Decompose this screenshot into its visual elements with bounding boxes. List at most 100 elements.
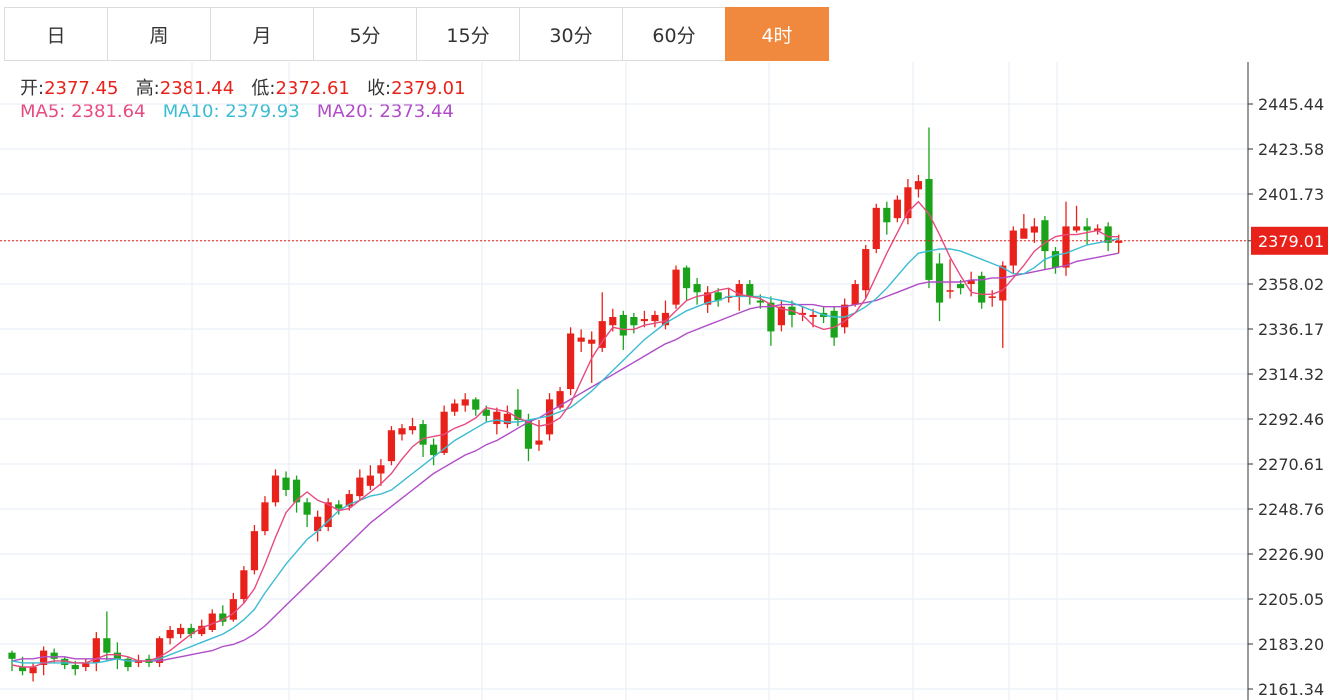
y-tick-label: 2445.44 xyxy=(1258,95,1324,114)
y-tick-label: 2248.76 xyxy=(1258,500,1324,519)
y-tick-label: 2336.17 xyxy=(1258,320,1324,339)
candle-body xyxy=(925,179,933,280)
candle-body xyxy=(18,667,27,672)
candle-body xyxy=(893,199,901,219)
candle-body xyxy=(1094,228,1102,231)
candle-body xyxy=(514,409,522,420)
candle-body xyxy=(735,284,743,297)
candle-body xyxy=(82,662,90,668)
tab-4[interactable]: 15分 xyxy=(416,7,520,61)
candle-body xyxy=(567,333,575,390)
candle-body xyxy=(124,658,132,668)
candle-body xyxy=(545,399,554,435)
tab-3[interactable]: 5分 xyxy=(313,7,417,61)
candle-body xyxy=(419,424,427,445)
ma-readout: MA5: 2381.64 MA10: 2379.93 MA20: 2373.44 xyxy=(20,101,454,122)
y-tick-label: 2270.61 xyxy=(1258,455,1324,474)
y-tick-label: 2226.90 xyxy=(1258,545,1324,564)
candle-body xyxy=(461,399,469,406)
candle-body xyxy=(187,627,195,635)
tab-6[interactable]: 60分 xyxy=(622,7,726,61)
candle-body xyxy=(619,314,627,336)
candle-body xyxy=(1009,230,1017,266)
y-tick-label: 2205.05 xyxy=(1258,590,1324,609)
candle-body xyxy=(598,321,606,348)
candle-body xyxy=(292,479,301,503)
open-value: 2377.45 xyxy=(44,78,119,99)
candle-body xyxy=(271,475,280,503)
y-tick-label: 2292.46 xyxy=(1258,410,1324,429)
candle-body xyxy=(387,430,396,462)
candle-body xyxy=(155,638,164,663)
candle-body xyxy=(1104,226,1112,243)
y-tick-label: 2401.73 xyxy=(1258,185,1324,204)
tab-5[interactable]: 30分 xyxy=(519,7,623,61)
last-price-tag xyxy=(1251,226,1328,255)
ma20-label: MA20: xyxy=(316,101,374,122)
ma5-line xyxy=(11,200,1119,668)
candle-body xyxy=(377,465,385,474)
candle-body xyxy=(408,426,417,431)
candle-body xyxy=(261,502,269,532)
tab-1[interactable]: 周 xyxy=(107,7,211,61)
candle-body xyxy=(756,300,764,303)
candle-body xyxy=(177,627,185,635)
y-tick-label: 2183.20 xyxy=(1258,635,1324,654)
candle-body xyxy=(693,284,701,293)
candle-body xyxy=(609,316,617,326)
candle-body xyxy=(1072,226,1081,231)
candle-body xyxy=(493,411,501,425)
candle-body xyxy=(640,319,648,322)
candle-body xyxy=(746,284,754,297)
low-value: 2372.61 xyxy=(275,78,350,99)
candle-body xyxy=(714,292,722,301)
candle-body xyxy=(50,652,58,659)
candle-body xyxy=(166,629,174,639)
candle-body xyxy=(40,650,48,665)
ma5-label: MA5: xyxy=(20,101,66,122)
candle-body xyxy=(71,664,79,670)
low-label: 低: xyxy=(251,78,276,99)
y-tick-label: 2161.34 xyxy=(1258,680,1324,699)
candle-body xyxy=(1041,220,1049,252)
candle-body xyxy=(777,306,786,326)
candle-body xyxy=(113,652,121,659)
candle-body xyxy=(524,419,533,449)
candle-body xyxy=(250,531,259,571)
open-label: 开: xyxy=(20,78,45,99)
y-tick-label: 2358.02 xyxy=(1258,275,1324,294)
last-price-label: 2379.01 xyxy=(1258,232,1324,251)
candle-body xyxy=(440,411,448,453)
candle-body xyxy=(967,279,975,285)
candle-body xyxy=(472,399,480,410)
ma10-value: 2379.93 xyxy=(225,101,300,122)
candle-body xyxy=(1115,240,1123,243)
tab-0[interactable]: 日 xyxy=(4,7,108,61)
candle-body xyxy=(356,477,364,497)
candle-body xyxy=(767,302,775,332)
candle-body xyxy=(219,613,227,622)
candle-body xyxy=(1020,228,1028,239)
candle-body xyxy=(978,275,986,303)
ma20-value: 2373.44 xyxy=(379,101,454,122)
y-tick-label: 2314.32 xyxy=(1258,365,1324,384)
candle-body xyxy=(935,263,944,303)
high-value: 2381.44 xyxy=(159,78,235,99)
high-label: 高: xyxy=(135,78,160,99)
candle-body xyxy=(29,667,37,674)
candle-body xyxy=(672,269,680,305)
candle-body xyxy=(830,310,838,338)
candle-body xyxy=(704,292,712,305)
candle-body xyxy=(335,504,343,509)
tab-7[interactable]: 4时 xyxy=(725,7,829,61)
candle-body xyxy=(535,440,543,445)
candle-body xyxy=(682,267,691,289)
candle-body xyxy=(1062,226,1070,268)
candle-body xyxy=(872,207,880,250)
candle-body xyxy=(92,638,100,663)
ma10-label: MA10: xyxy=(162,101,220,122)
candle-body xyxy=(103,638,111,653)
tab-2[interactable]: 月 xyxy=(210,7,314,61)
candle-body xyxy=(577,337,585,342)
